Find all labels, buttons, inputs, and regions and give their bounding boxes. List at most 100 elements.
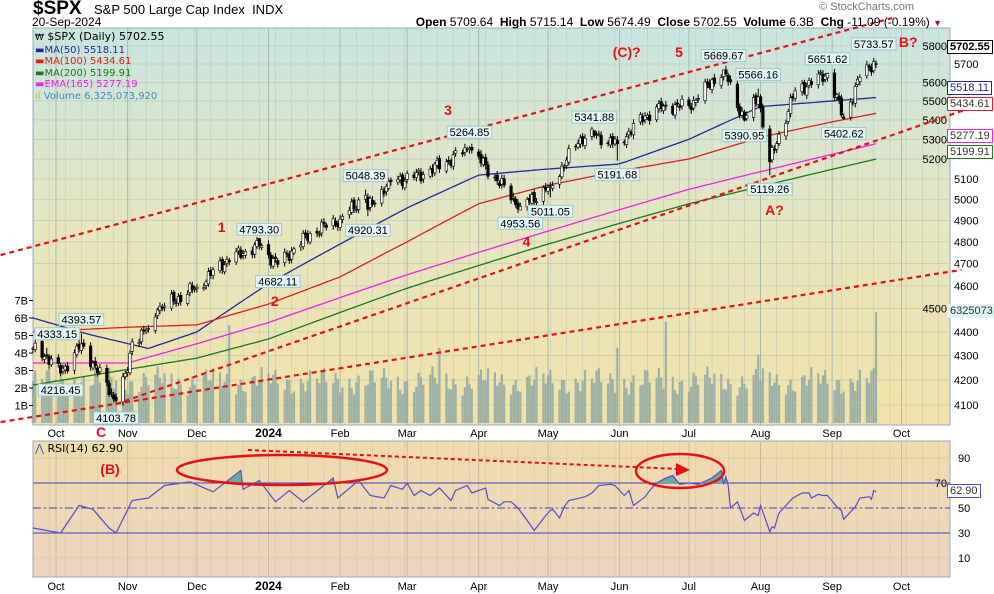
- volume-bar: [306, 380, 309, 423]
- volume-bar: [606, 383, 610, 423]
- wave-label: 5: [675, 44, 683, 60]
- volume-bar: [251, 377, 254, 423]
- volume-bar: [322, 368, 326, 423]
- volume-bar: [530, 385, 533, 423]
- x-tick-label: Sep: [822, 581, 842, 593]
- volume-bar: [632, 375, 635, 423]
- candle-body: [560, 165, 564, 178]
- volume-bar: [175, 389, 178, 423]
- swing-label-box: [446, 125, 493, 139]
- candle-body: [551, 185, 555, 189]
- volume-bar: [692, 372, 695, 423]
- candle-body: [678, 105, 682, 108]
- swing-label-box: [735, 68, 782, 82]
- candle-body: [220, 258, 224, 271]
- volume-bar: [82, 375, 85, 423]
- volume-bar: [496, 385, 499, 423]
- candle-body: [142, 329, 146, 331]
- close-value: 5702.55: [693, 15, 737, 29]
- volume-bar: [516, 390, 520, 423]
- x-tick-label: Jul: [682, 581, 696, 593]
- volume-bar: [382, 367, 386, 423]
- volume-bar: [364, 385, 367, 423]
- volume-bar: [235, 394, 238, 423]
- volume-bar: [318, 383, 321, 423]
- volume-bar: [713, 373, 716, 423]
- candle-body: [285, 252, 289, 255]
- candle-body: [389, 179, 393, 182]
- swing-label-box: [571, 110, 618, 124]
- candle-body: [518, 206, 522, 211]
- candle-body: [839, 97, 843, 116]
- volume-tag: 6325073: [947, 304, 994, 318]
- volume-bar: [80, 382, 83, 423]
- candle-body: [45, 354, 49, 357]
- volume-bar: [242, 390, 245, 423]
- volume-bar: [724, 389, 727, 423]
- candle-body: [405, 173, 409, 180]
- volume-bar: [641, 384, 644, 423]
- candle-body: [82, 342, 86, 347]
- rsi-tick-label: 30: [958, 528, 970, 540]
- candle-body: [153, 316, 157, 331]
- volume-bar: [803, 375, 806, 423]
- candle-body: [72, 352, 77, 371]
- candle-body: [712, 77, 716, 84]
- candle-body: [809, 81, 813, 85]
- volume-bar: [369, 370, 372, 423]
- candle-body: [728, 79, 733, 83]
- volume-bar: [498, 382, 501, 423]
- volume-bar: [609, 373, 612, 423]
- candle-body: [137, 342, 141, 344]
- symbol: $SPX: [33, 0, 82, 19]
- volume-tick-label: 6B: [15, 313, 28, 325]
- volume-bar: [759, 380, 762, 423]
- candle-body: [444, 161, 448, 172]
- candle-body: [849, 101, 853, 118]
- volume-bar: [61, 378, 65, 423]
- candle-body: [615, 139, 619, 145]
- swing-label: 5669.67: [704, 51, 744, 63]
- candle-body: [592, 130, 596, 136]
- swing-label-box: [497, 216, 544, 230]
- volume-bar: [267, 373, 270, 423]
- candle-body: [253, 244, 257, 255]
- volume-bar: [560, 379, 563, 423]
- candle-body: [534, 201, 539, 204]
- candle-body: [56, 357, 60, 364]
- open-value: 5709.64: [449, 15, 494, 29]
- volume-bar: [341, 387, 344, 423]
- rsi-overbought-fill: [33, 470, 877, 483]
- volume-bar: [147, 385, 150, 423]
- volume-bar: [461, 395, 464, 423]
- price-tick-label: 4900: [954, 216, 978, 228]
- volume-bar: [690, 386, 693, 423]
- volume-bar: [680, 380, 684, 423]
- candle-body: [317, 233, 321, 236]
- legend-ema165-text: EMA(165) 5277.19: [44, 79, 138, 90]
- candle-body: [786, 111, 790, 122]
- volume-bar: [433, 377, 436, 423]
- candle-body: [874, 63, 878, 65]
- volume-bar: [302, 382, 305, 423]
- candle-body: [872, 61, 876, 71]
- ohlc-bar: Open 5709.64 High 5715.14 Low 5674.49 Cl…: [416, 16, 942, 30]
- candle-body: [541, 187, 546, 202]
- volume-bar: [613, 392, 617, 423]
- volume-bar: [449, 389, 453, 423]
- volume-bar: [34, 370, 37, 423]
- volume-bar: [673, 389, 677, 423]
- volume-bar: [124, 389, 127, 423]
- price-tick-label: 5500: [923, 96, 947, 108]
- candle-body: [276, 260, 280, 265]
- volume-bar: [743, 384, 746, 423]
- price-tick-label: 4300: [954, 351, 978, 363]
- volume-bar: [630, 382, 633, 423]
- swing-label-box: [850, 37, 897, 51]
- candle-body: [40, 341, 44, 358]
- volume-bar: [627, 394, 630, 423]
- volume-bar: [865, 378, 868, 423]
- arrow-head-icon: [676, 463, 690, 476]
- volume-bar: [567, 391, 570, 423]
- price-tick-label: 4800: [954, 237, 978, 249]
